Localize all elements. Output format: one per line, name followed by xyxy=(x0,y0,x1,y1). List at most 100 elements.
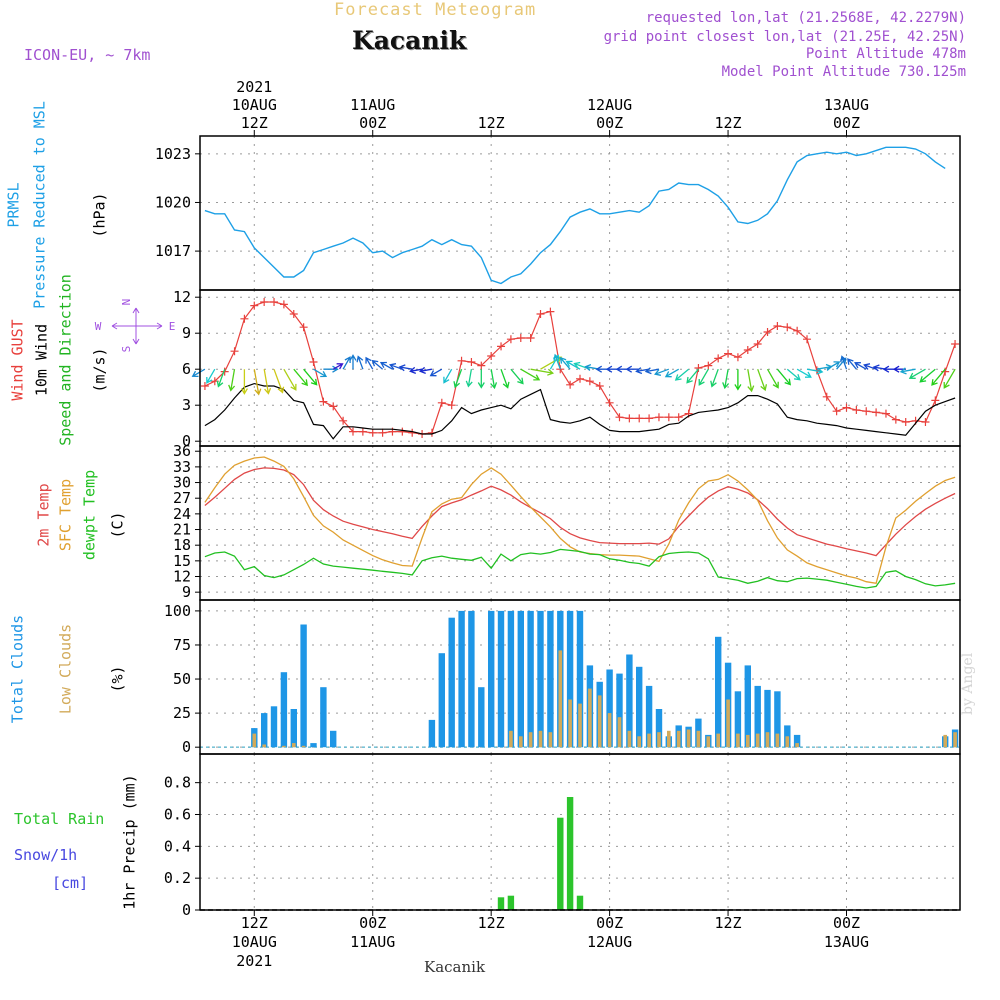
wind-direction-arrow xyxy=(490,369,498,390)
gust-point xyxy=(497,342,506,351)
gust-point xyxy=(329,402,338,411)
dewpoint-line xyxy=(204,548,956,589)
wind-direction-arrow xyxy=(863,363,877,370)
wind-direction-arrow xyxy=(644,367,660,375)
temperature-label-1: SFC Temp xyxy=(57,479,75,551)
total-clouds-bar xyxy=(645,685,653,748)
gust-point xyxy=(230,347,239,356)
low-clouds-bar xyxy=(696,730,701,748)
wind-direction-arrow xyxy=(919,368,936,383)
gust-point xyxy=(635,414,644,423)
compass-north: N xyxy=(120,299,133,306)
gust-point xyxy=(299,323,308,332)
low-clouds-bar xyxy=(775,733,780,748)
gust-point xyxy=(270,298,279,306)
rain-bar xyxy=(507,895,515,910)
temp-2m-line xyxy=(204,467,956,557)
wind-direction-arrow xyxy=(931,368,946,386)
total-clouds-bar xyxy=(478,687,485,748)
gust-point xyxy=(526,334,535,342)
total-clouds-bar xyxy=(566,610,574,748)
gust-point xyxy=(437,398,446,407)
gust-point xyxy=(546,307,555,316)
wind-direction-arrow xyxy=(371,359,384,370)
wind-label-1: 10m Wind xyxy=(33,324,51,396)
wind-direction-arrow xyxy=(854,362,867,370)
y-tick-label: 0.4 xyxy=(164,837,191,855)
gust-point xyxy=(457,356,466,365)
model-label: ICON-EU, ~ 7km xyxy=(24,46,151,64)
low-clouds-bar xyxy=(943,734,947,748)
y-tick-label: 0 xyxy=(182,738,191,756)
gust-point xyxy=(664,413,673,422)
y-tick-label: 33 xyxy=(173,458,191,476)
low-clouds-bar xyxy=(597,695,602,748)
gust-point xyxy=(260,298,269,306)
wind-direction-arrow xyxy=(418,366,433,375)
low-clouds-bar xyxy=(765,732,770,748)
low-clouds-bar xyxy=(509,730,513,748)
wind-direction-arrow xyxy=(796,368,812,378)
wind-direction-arrow xyxy=(559,356,571,370)
low-clouds-bar xyxy=(252,733,257,748)
wind-direction-arrow xyxy=(674,368,690,381)
wind-direction-arrow xyxy=(240,369,248,395)
temperature-label-2: dewpt Temp xyxy=(81,470,99,560)
gust-point xyxy=(309,358,318,366)
low-clouds-bar xyxy=(301,745,306,748)
total-clouds-bar xyxy=(576,610,584,748)
bottom-time-label: 12Z xyxy=(241,914,268,932)
top-time-label: 00Z xyxy=(833,114,860,132)
wind-direction-arrow xyxy=(698,368,709,386)
wind-direction-arrow xyxy=(625,365,640,373)
top-time-label: 12Z xyxy=(241,114,268,132)
rain-bar xyxy=(497,897,505,910)
wind-direction-arrow xyxy=(379,361,393,370)
y-tick-label: 1020 xyxy=(155,193,191,211)
wind-direction-arrow xyxy=(303,368,318,386)
wind-direction-arrow xyxy=(757,368,768,392)
point-altitude: Point Altitude 478m xyxy=(805,46,966,62)
wind-direction-arrow xyxy=(530,368,555,376)
gust-point xyxy=(487,352,496,360)
gust-point xyxy=(733,353,742,362)
gust-point xyxy=(822,392,831,401)
wind-direction-arrow xyxy=(453,368,463,389)
y-tick-label: 21 xyxy=(173,521,191,539)
precip-label-cm: [cm] xyxy=(52,874,88,892)
bottom-time-label: 00Z xyxy=(833,914,860,932)
gust-point xyxy=(250,301,259,310)
wind-direction-arrow xyxy=(323,365,339,373)
gust-point xyxy=(654,413,663,422)
rain-bar xyxy=(566,797,574,910)
gust-point xyxy=(339,416,348,425)
total-clouds-bar xyxy=(793,734,801,748)
wind-direction-arrow xyxy=(356,355,364,370)
bottom-time-label: 00Z xyxy=(596,914,623,932)
bottom-time-label: 12Z xyxy=(478,914,505,932)
clouds-label-1: Low Clouds xyxy=(57,624,75,714)
wind-direction-arrow xyxy=(786,368,801,381)
low-clouds-bar xyxy=(548,732,553,748)
gust-point xyxy=(585,377,594,386)
gust-point xyxy=(576,374,584,383)
y-tick-label: 12 xyxy=(173,568,191,586)
wind-direction-arrow xyxy=(273,368,285,394)
gust-point xyxy=(674,413,683,422)
gust-point xyxy=(714,354,723,363)
wind-direction-arrow xyxy=(443,368,453,384)
wind-label-0: Wind GUST xyxy=(9,319,27,400)
bottom-time-label: 12Z xyxy=(715,914,742,932)
wind-direction-arrow xyxy=(389,363,403,370)
precip-unit: 1hr Precip (mm) xyxy=(121,774,139,909)
wind-direction-arrow xyxy=(899,367,916,375)
wind-direction-arrow xyxy=(216,368,226,388)
low-clouds-bar xyxy=(746,734,750,748)
total-clouds-bar xyxy=(468,610,475,748)
low-clouds-bar xyxy=(607,713,612,748)
temp-sfc-line xyxy=(204,456,956,585)
wind-direction-arrow xyxy=(747,369,755,393)
wind-direction-arrow xyxy=(409,366,423,375)
y-tick-label: 0.8 xyxy=(164,774,191,792)
